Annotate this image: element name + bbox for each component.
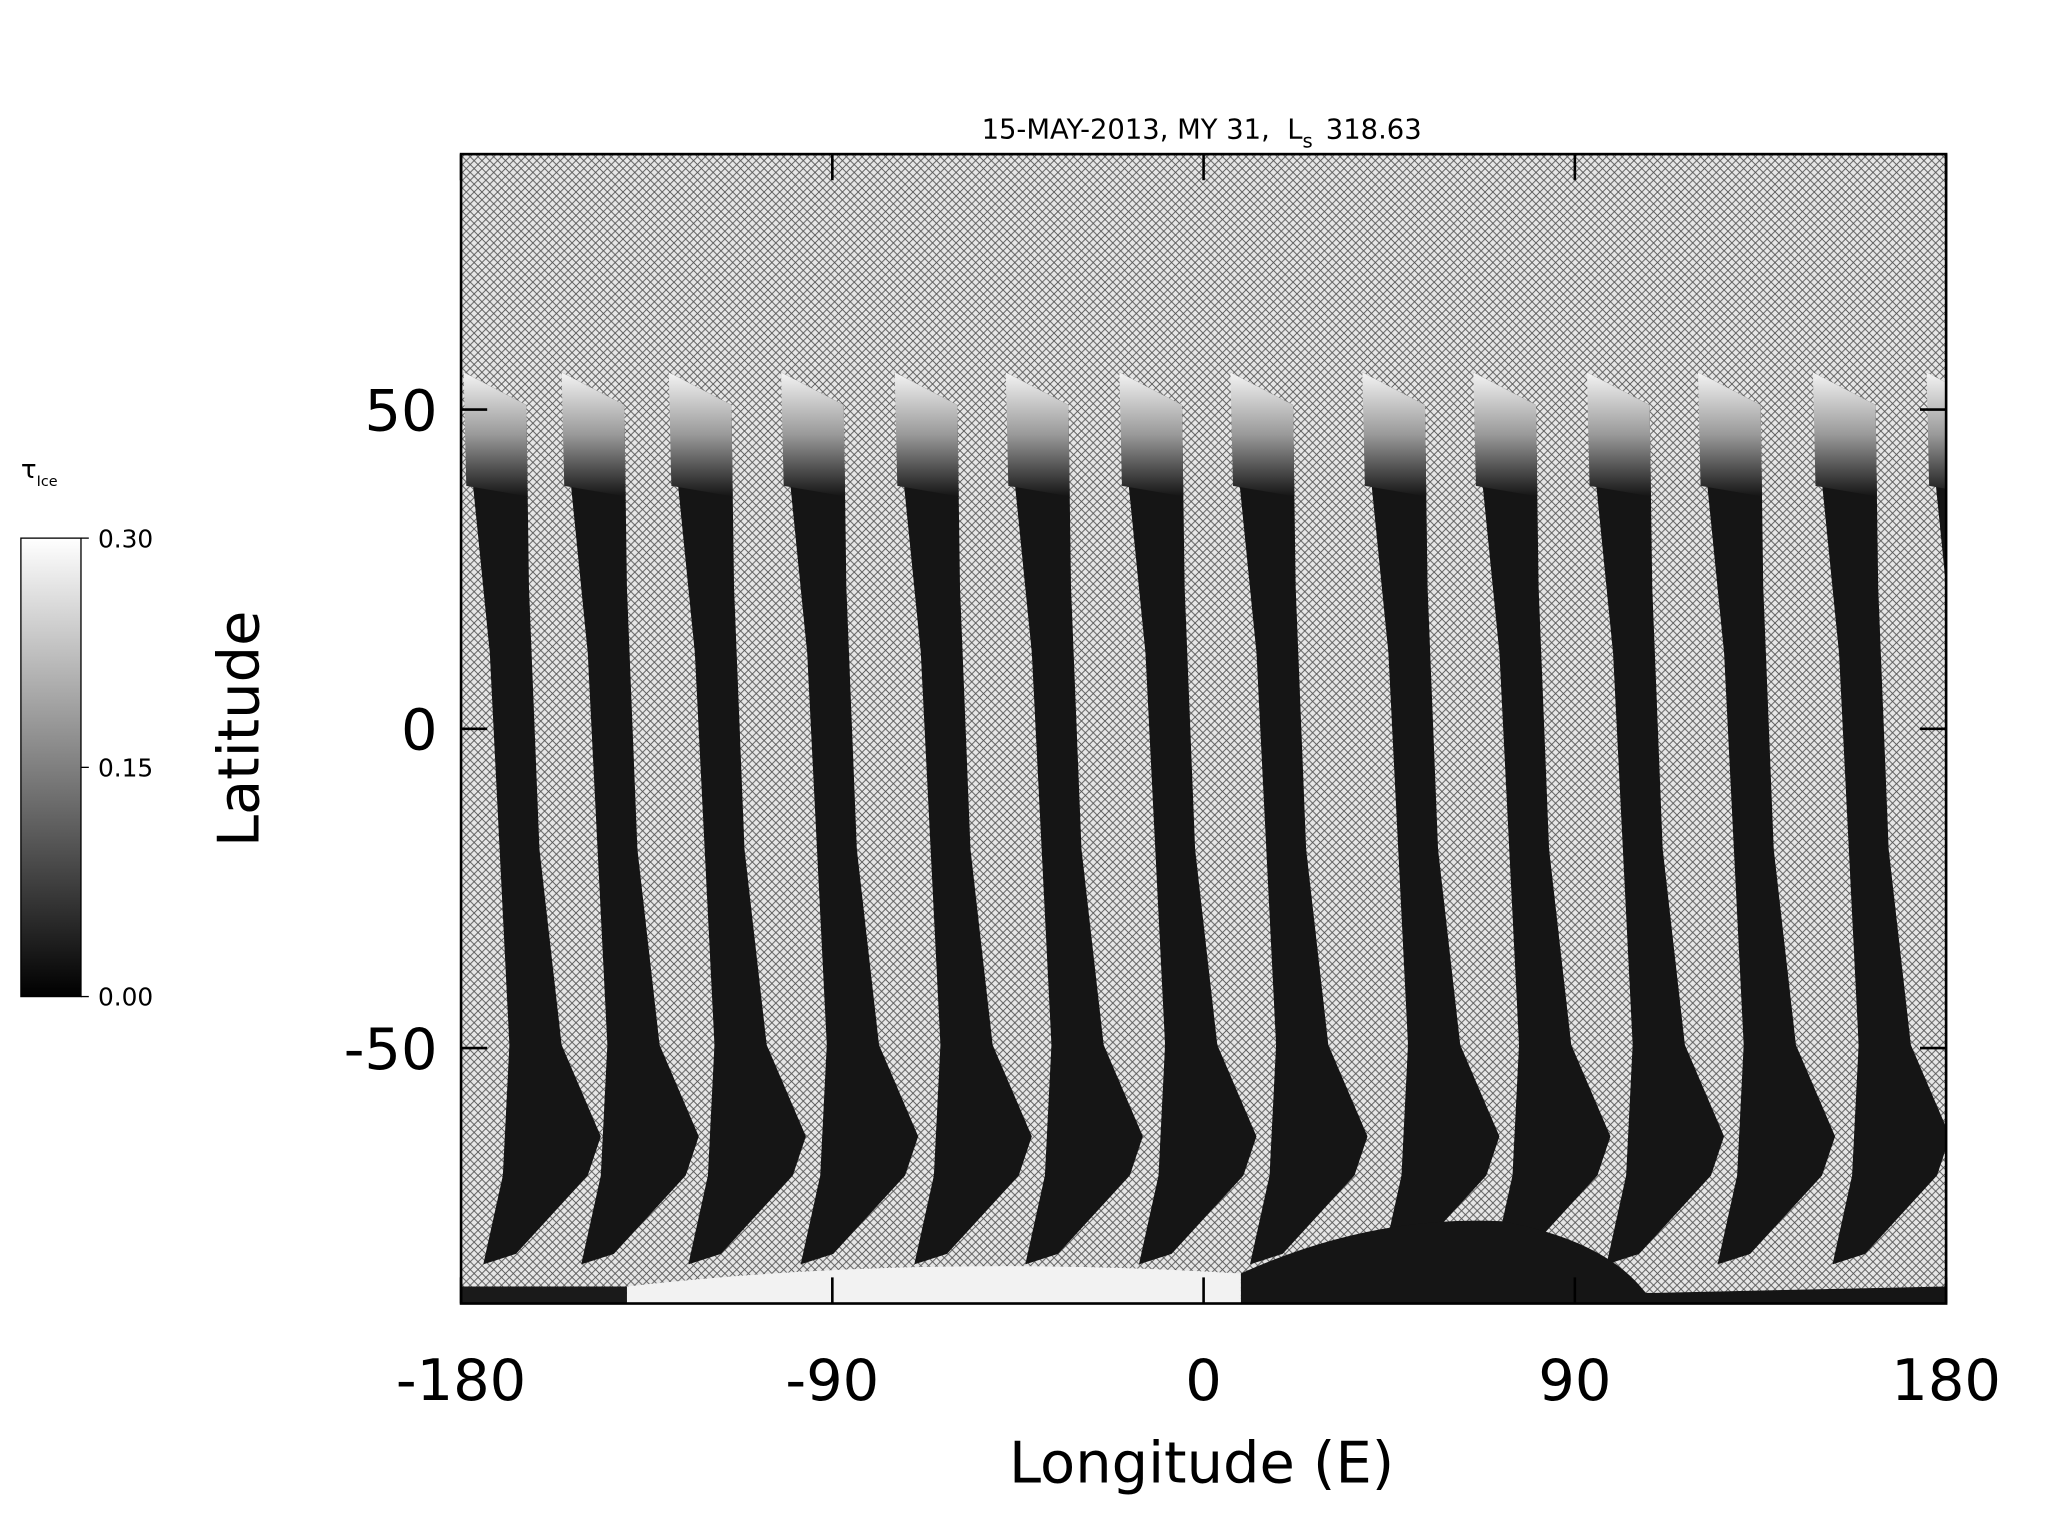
swath-cap — [1230, 372, 1295, 497]
swath-cap — [1362, 372, 1427, 497]
swath-cap — [1697, 372, 1762, 497]
colorbar-label: τIce — [21, 455, 58, 490]
swath-cap — [1005, 372, 1070, 497]
x-tick-label: 90 — [1538, 1347, 1611, 1414]
swath — [668, 372, 806, 1265]
swath-cap — [781, 372, 846, 497]
swath — [894, 372, 1032, 1265]
x-axis-label: Longitude (E) — [1009, 1429, 1394, 1496]
y-tick-label: 50 — [364, 377, 437, 444]
swath — [1812, 372, 1947, 1265]
swath — [1586, 372, 1725, 1265]
swath-cap — [1812, 372, 1877, 497]
swath — [1005, 372, 1143, 1265]
swath-cap — [561, 372, 626, 497]
colorbar-tick-label: 0.00 — [98, 983, 153, 1012]
colorbar — [20, 537, 82, 998]
map-image — [461, 154, 1947, 1304]
polar-strip — [461, 1286, 627, 1304]
swath — [463, 372, 601, 1265]
chart-title: 15-MAY-2013, MY 31, Ls 318.63 — [982, 114, 1422, 152]
colorbar-subscript: Ice — [37, 474, 58, 490]
y-axis-label: Latitude — [206, 611, 273, 847]
y-tick-label: 0 — [401, 697, 438, 764]
swath — [781, 372, 919, 1265]
swath-cap — [1586, 372, 1651, 497]
title-suffix: 318.63 — [1326, 114, 1422, 145]
title-main: 15-MAY-2013, MY 31, L — [982, 114, 1304, 145]
swath-cap — [668, 372, 733, 497]
swath-cap — [1119, 372, 1184, 497]
x-tick-label: -90 — [785, 1347, 879, 1414]
swath-cap — [1926, 372, 1947, 489]
swath — [1119, 372, 1257, 1265]
x-tick-label: 0 — [1185, 1347, 1222, 1414]
swath-cap — [1473, 372, 1538, 497]
swath — [561, 372, 699, 1265]
colorbar-symbol: τ — [21, 455, 37, 485]
swath — [1697, 372, 1836, 1265]
x-tick-label: 180 — [1891, 1347, 2001, 1414]
polar-bright — [626, 1266, 1241, 1304]
x-tick-label: -180 — [396, 1347, 526, 1414]
polar-dark — [1240, 1220, 1947, 1304]
colorbar-tick-label: 0.30 — [98, 524, 153, 553]
title-subscript: s — [1303, 130, 1313, 153]
swath — [1230, 372, 1368, 1265]
y-tick-label: -50 — [344, 1016, 438, 1083]
swath-cap — [894, 372, 959, 497]
swath-cap — [463, 372, 528, 497]
swath — [1362, 372, 1500, 1265]
swath — [1473, 372, 1611, 1265]
colorbar-tick-label: 0.15 — [98, 753, 153, 782]
